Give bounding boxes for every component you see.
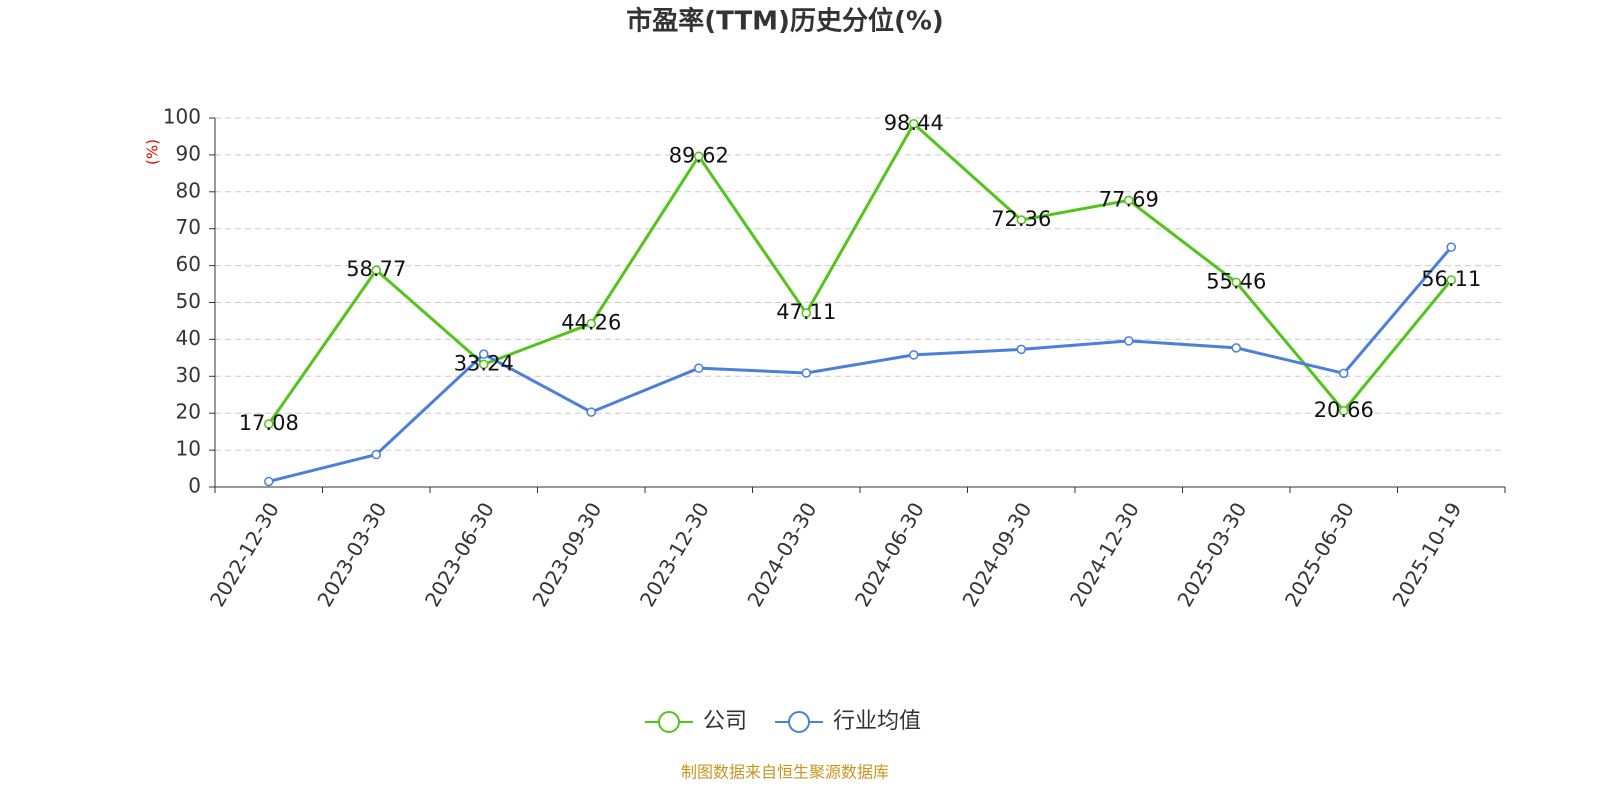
y-tick-label: 60: [176, 252, 201, 276]
y-tick-label: 0: [188, 474, 201, 498]
y-tick-label: 70: [176, 215, 201, 239]
legend-label: 行业均值: [833, 709, 921, 734]
x-tick-label: 2024-09-30: [957, 498, 1036, 611]
data-label: 77.69: [1099, 187, 1159, 211]
data-point: [909, 350, 919, 360]
data-label: 44.26: [561, 311, 621, 335]
legend-label: 公司: [703, 709, 747, 734]
y-tick-label: 50: [176, 289, 201, 313]
series-line: [267, 122, 1453, 425]
x-tick-label: 2022-12-30: [205, 498, 284, 611]
legend-marker: [658, 711, 680, 733]
y-axis-label: (%): [144, 139, 162, 165]
x-tick-label: 2023-12-30: [635, 498, 714, 611]
data-label: 56.11: [1421, 267, 1481, 291]
data-label: 55.46: [1206, 269, 1266, 293]
data-point: [586, 407, 596, 417]
y-tick-label: 80: [176, 178, 201, 202]
data-point: [1124, 336, 1134, 346]
x-tick-label: 2024-12-30: [1065, 498, 1144, 611]
legend-item[interactable]: 行业均值: [775, 709, 921, 734]
x-tick-label: 2023-03-30: [312, 498, 391, 611]
data-point: [1339, 368, 1349, 379]
data-label: 89.62: [669, 143, 729, 167]
data-point: [1231, 343, 1241, 353]
x-tick-label: 2025-06-30: [1280, 498, 1359, 611]
data-point: [586, 318, 596, 329]
data-label: 33.24: [454, 351, 514, 375]
data-label: 47.11: [776, 300, 836, 324]
source-note: 制图数据来自恒生聚源数据库: [681, 763, 889, 782]
data-label: 72.36: [991, 207, 1051, 231]
data-point: [1016, 215, 1026, 225]
series-line: [268, 246, 1453, 483]
chart-title: 市盈率(TTM)历史分位(%): [626, 6, 944, 37]
data-point: [801, 368, 811, 378]
x-tick-label: 2025-03-30: [1172, 498, 1251, 611]
data-point: [371, 265, 381, 275]
data-point: [1016, 344, 1026, 355]
data-point: [1446, 242, 1456, 252]
data-point: [1339, 406, 1349, 416]
data-point: [479, 359, 489, 370]
data-point: [264, 419, 274, 429]
x-tick-label: 2023-06-30: [420, 498, 499, 611]
data-label: 58.77: [346, 257, 406, 281]
y-tick-label: 40: [176, 326, 201, 350]
data-point: [801, 308, 811, 318]
x-tick-label: 2025-10-19: [1387, 498, 1466, 611]
y-tick-label: 100: [163, 105, 201, 129]
y-tick-label: 30: [176, 363, 201, 387]
data-point: [264, 476, 274, 487]
legend-item[interactable]: 公司: [645, 709, 747, 734]
data-point: [479, 349, 489, 359]
legend-marker: [788, 711, 811, 733]
x-tick-label: 2024-03-30: [742, 498, 821, 611]
y-tick-label: 10: [176, 437, 201, 461]
data-point: [1231, 277, 1241, 288]
data-label: 20.66: [1314, 398, 1374, 422]
y-tick-label: 20: [176, 400, 201, 424]
data-point: [1446, 275, 1456, 285]
data-point: [371, 449, 381, 460]
data-point: [694, 151, 704, 162]
x-tick-label: 2024-06-30: [850, 498, 929, 611]
data-label: 98.44: [884, 111, 944, 135]
data-point: [694, 363, 704, 373]
y-tick-label: 90: [176, 141, 201, 165]
data-label: 17.08: [239, 411, 299, 435]
data-point: [909, 119, 919, 129]
data-point: [1124, 195, 1134, 206]
x-tick-label: 2023-09-30: [527, 498, 606, 611]
